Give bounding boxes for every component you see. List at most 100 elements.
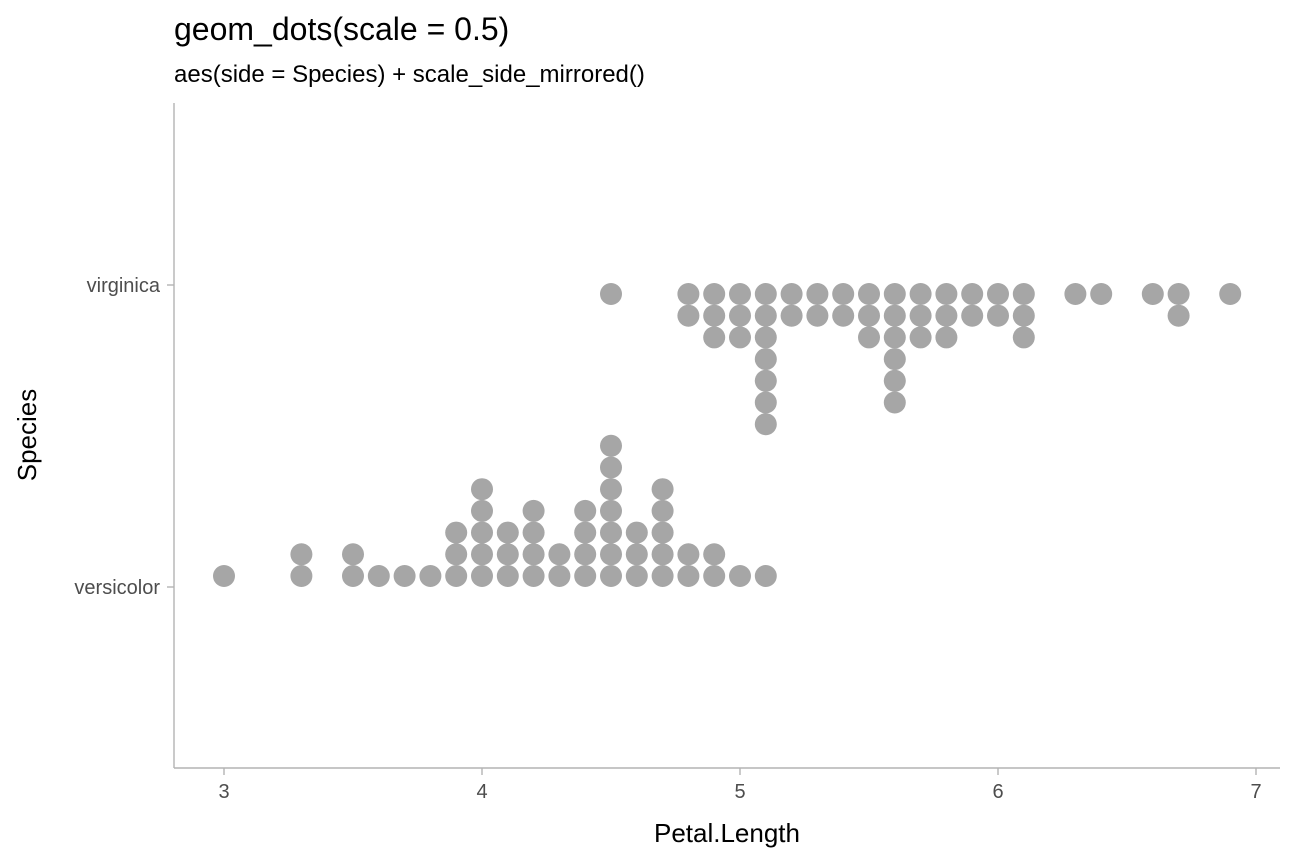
- dot-versicolor: [471, 543, 493, 566]
- dot-virginica: [935, 304, 958, 327]
- dot-virginica: [729, 326, 751, 349]
- dot-virginica: [883, 326, 906, 349]
- dot-virginica: [754, 369, 777, 392]
- dot-virginica: [909, 326, 932, 349]
- dot-virginica: [677, 304, 700, 327]
- dot-versicolor: [548, 543, 571, 566]
- dot-versicolor: [600, 499, 622, 522]
- dot-versicolor: [496, 521, 519, 544]
- dot-virginica: [754, 413, 777, 436]
- dot-virginica: [883, 304, 906, 327]
- dot-versicolor: [651, 478, 674, 501]
- dot-virginica: [883, 391, 906, 414]
- dot-versicolor: [754, 565, 777, 587]
- dot-virginica: [600, 283, 622, 305]
- x-axis-ticks: 3 4 5 6 7: [218, 768, 1262, 803]
- dot-virginica: [780, 283, 803, 305]
- dot-virginica: [1064, 283, 1087, 305]
- dot-virginica: [1167, 304, 1190, 327]
- dot-virginica: [858, 283, 880, 305]
- dot-versicolor: [574, 521, 597, 544]
- dot-versicolor: [290, 543, 313, 566]
- dot-versicolor: [600, 565, 622, 587]
- chart-title: geom_dots(scale = 0.5): [174, 11, 509, 47]
- dots-layer: [213, 283, 1242, 587]
- dot-virginica: [806, 304, 829, 327]
- dot-virginica: [987, 283, 1009, 305]
- dot-virginica: [987, 304, 1009, 327]
- dot-versicolor: [471, 521, 493, 544]
- x-tick-label: 4: [476, 781, 487, 803]
- dot-virginica: [961, 283, 984, 305]
- x-tick-label: 5: [734, 781, 745, 803]
- dot-versicolor: [625, 521, 648, 544]
- dot-versicolor: [342, 543, 364, 566]
- dot-virginica: [754, 326, 777, 349]
- dot-virginica: [883, 348, 906, 371]
- y-tick-label-versicolor: versicolor: [74, 577, 160, 599]
- dot-virginica: [909, 304, 932, 327]
- dot-versicolor: [213, 565, 235, 587]
- dot-virginica: [832, 304, 855, 327]
- y-axis-ticks: versicolor virginica: [74, 275, 174, 599]
- dot-versicolor: [290, 565, 313, 587]
- dot-virginica: [832, 283, 855, 305]
- dot-versicolor: [471, 565, 493, 587]
- dot-virginica: [729, 304, 751, 327]
- dot-versicolor: [600, 521, 622, 544]
- dot-versicolor: [496, 565, 519, 587]
- dot-virginica: [1219, 283, 1242, 305]
- dot-virginica: [729, 283, 751, 305]
- dot-versicolor: [625, 543, 648, 566]
- dot-virginica: [703, 304, 726, 327]
- dot-versicolor: [703, 565, 726, 587]
- dot-virginica: [754, 304, 777, 327]
- dot-virginica: [1012, 326, 1035, 349]
- x-tick-label: 3: [218, 781, 229, 803]
- dot-virginica: [961, 304, 984, 327]
- dot-versicolor: [651, 499, 674, 522]
- dot-virginica: [935, 283, 958, 305]
- dot-versicolor: [651, 565, 674, 587]
- dot-versicolor: [522, 521, 545, 544]
- dot-virginica: [754, 391, 777, 414]
- dot-virginica: [754, 348, 777, 371]
- dot-versicolor: [625, 565, 648, 587]
- dot-versicolor: [677, 565, 700, 587]
- dot-versicolor: [522, 499, 545, 522]
- dot-versicolor: [522, 543, 545, 566]
- y-axis-title: Species: [12, 389, 42, 482]
- y-tick-label-virginica: virginica: [87, 275, 161, 297]
- dot-versicolor: [600, 478, 622, 501]
- dot-versicolor: [703, 543, 726, 566]
- dot-virginica: [703, 283, 726, 305]
- dot-versicolor: [651, 543, 674, 566]
- dot-versicolor: [445, 521, 468, 544]
- dot-versicolor: [651, 521, 674, 544]
- dot-virginica: [1012, 283, 1035, 305]
- x-tick-label: 7: [1250, 781, 1261, 803]
- dot-virginica: [806, 283, 829, 305]
- dot-virginica: [1012, 304, 1035, 327]
- dot-versicolor: [600, 434, 622, 457]
- dot-versicolor: [574, 543, 597, 566]
- chart-subtitle: aes(side = Species) + scale_side_mirrore…: [174, 61, 645, 88]
- dot-versicolor: [471, 478, 493, 501]
- dot-versicolor: [548, 565, 571, 587]
- dot-versicolor: [367, 565, 390, 587]
- dot-versicolor: [600, 543, 622, 566]
- x-tick-label: 6: [992, 781, 1003, 803]
- dot-virginica: [1141, 283, 1164, 305]
- dot-virginica: [754, 283, 777, 305]
- dot-virginica: [858, 326, 880, 349]
- dot-versicolor: [471, 499, 493, 522]
- dot-versicolor: [677, 543, 700, 566]
- dot-versicolor: [496, 543, 519, 566]
- dot-versicolor: [419, 565, 442, 587]
- dot-virginica: [909, 283, 932, 305]
- x-axis-title: Petal.Length: [654, 818, 800, 848]
- dot-versicolor: [445, 565, 468, 587]
- dot-versicolor: [522, 565, 545, 587]
- dot-virginica: [780, 304, 803, 327]
